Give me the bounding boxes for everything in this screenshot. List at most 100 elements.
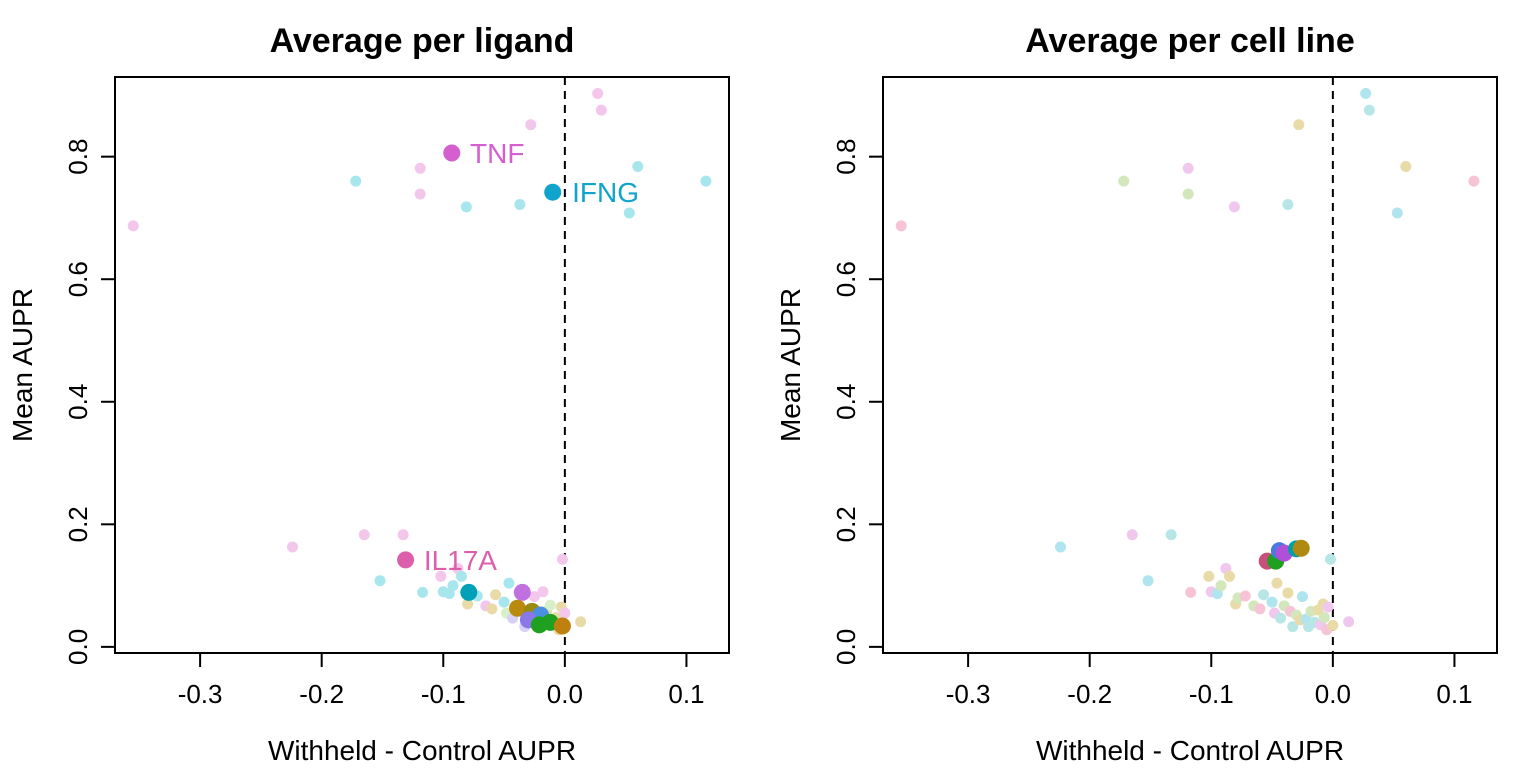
data-point: [1322, 601, 1334, 613]
data-point: [1228, 201, 1240, 213]
data-point: [462, 598, 474, 610]
data-point: [632, 160, 644, 172]
x-tick-label: 0.1: [1436, 679, 1472, 709]
data-point: [514, 198, 526, 210]
chart-title: Average per ligand: [270, 22, 575, 60]
data-point: [1254, 603, 1266, 615]
data-point: [414, 162, 426, 174]
highlight-point: [513, 583, 531, 601]
data-point: [623, 207, 635, 219]
data-point: [537, 586, 549, 598]
y-tick-label: 0.0: [63, 629, 93, 665]
x-tick-label: -0.1: [1189, 679, 1234, 709]
data-point: [498, 596, 510, 608]
data-point: [447, 580, 459, 592]
data-points: TNF IFNG IL17A: [127, 77, 712, 653]
data-point: [1126, 529, 1138, 541]
x-tick-label: 0.0: [547, 679, 583, 709]
y-tick-label: 0.2: [63, 506, 93, 542]
data-point: [1468, 175, 1480, 187]
data-point: [1324, 553, 1336, 565]
data-point: [414, 188, 426, 200]
axis-ticks: -0.3 -0.2 -0.1 0.0 0.1 0.0 0.2 0.4 0.6 0.8: [831, 139, 1473, 709]
y-tick-label: 0.6: [831, 261, 861, 297]
highlight-point: [530, 616, 548, 634]
data-point: [486, 603, 498, 615]
x-tick-label: 0.1: [668, 679, 704, 709]
data-point: [397, 529, 409, 541]
data-point: [575, 616, 587, 628]
data-point: [358, 529, 370, 541]
data-point: [1327, 619, 1339, 631]
y-tick-label: 0.4: [831, 384, 861, 420]
highlight-point: [1292, 539, 1310, 557]
y-tick-label: 0.8: [63, 139, 93, 175]
data-point: [350, 175, 362, 187]
y-axis-label: Mean AUPR: [775, 288, 806, 442]
data-point: [1182, 188, 1194, 200]
data-point: [1165, 529, 1177, 541]
data-point: [287, 541, 299, 553]
data-point: [1363, 104, 1375, 116]
y-tick-label: 0.0: [831, 629, 861, 665]
plot-frame: [882, 76, 1498, 654]
x-tick-label: -0.1: [421, 679, 466, 709]
x-axis-label: Withheld - Control AUPR: [1036, 735, 1344, 766]
data-point: [1239, 590, 1251, 602]
x-tick-label: -0.2: [299, 679, 344, 709]
data-point: [528, 591, 540, 603]
data-point: [456, 570, 468, 582]
data-point: [1296, 591, 1308, 603]
highlight-point: [508, 599, 526, 617]
y-tick-label: 0.6: [63, 261, 93, 297]
data-point: [559, 607, 571, 619]
data-point: [1118, 175, 1130, 187]
data-point: [1287, 621, 1299, 633]
axis-ticks: -0.3 -0.2 -0.1 0.0 0.1 0.0 0.2 0.4 0.6 0.8: [63, 139, 705, 709]
x-tick-label: -0.3: [946, 679, 991, 709]
data-point: [1318, 611, 1330, 623]
panel-ligand: Average per ligand -0.3 -0.2 -0.1 0.0 0.1 0.0…: [7, 22, 730, 766]
data-point: [1360, 88, 1372, 100]
data-point: [1185, 586, 1197, 598]
data-point: [592, 88, 604, 100]
data-point: [700, 175, 712, 187]
data-point: [1215, 580, 1227, 592]
data-point: [503, 577, 515, 589]
data-point: [127, 220, 139, 232]
data-point: [1343, 616, 1355, 628]
data-point: [1271, 577, 1283, 589]
y-tick-label: 0.4: [63, 384, 93, 420]
data-point: [1400, 160, 1412, 172]
x-axis-label: Withheld - Control AUPR: [268, 735, 576, 766]
data-points: [895, 77, 1480, 653]
data-point: [525, 119, 537, 131]
data-point: [374, 575, 386, 587]
panel-cell-line: Average per cell line -0.3 -0.2 -0.1 0.0 0.1…: [775, 22, 1498, 766]
y-tick-label: 0.2: [831, 506, 861, 542]
data-point: [1293, 119, 1305, 131]
data-point: [1282, 587, 1294, 599]
highlight-point: [553, 617, 571, 635]
x-tick-label: -0.3: [178, 679, 223, 709]
x-tick-label: 0.0: [1315, 679, 1351, 709]
data-point: [595, 104, 607, 116]
data-point: [1282, 198, 1294, 210]
data-point: [490, 589, 502, 601]
highlight-point: [443, 144, 461, 162]
data-point: [1275, 612, 1287, 624]
data-point: [895, 220, 907, 232]
data-point: [460, 201, 472, 213]
x-tick-label: -0.2: [1067, 679, 1112, 709]
y-tick-label: 0.8: [831, 139, 861, 175]
point-label: IFNG: [572, 177, 639, 208]
highlight-point: [397, 551, 415, 569]
data-point: [1055, 541, 1067, 553]
data-point: [435, 570, 447, 582]
data-point: [544, 599, 556, 611]
highlight-point: [460, 583, 478, 601]
point-label: TNF: [470, 138, 524, 169]
plot-frame: [114, 76, 730, 654]
data-point: [1266, 596, 1278, 608]
